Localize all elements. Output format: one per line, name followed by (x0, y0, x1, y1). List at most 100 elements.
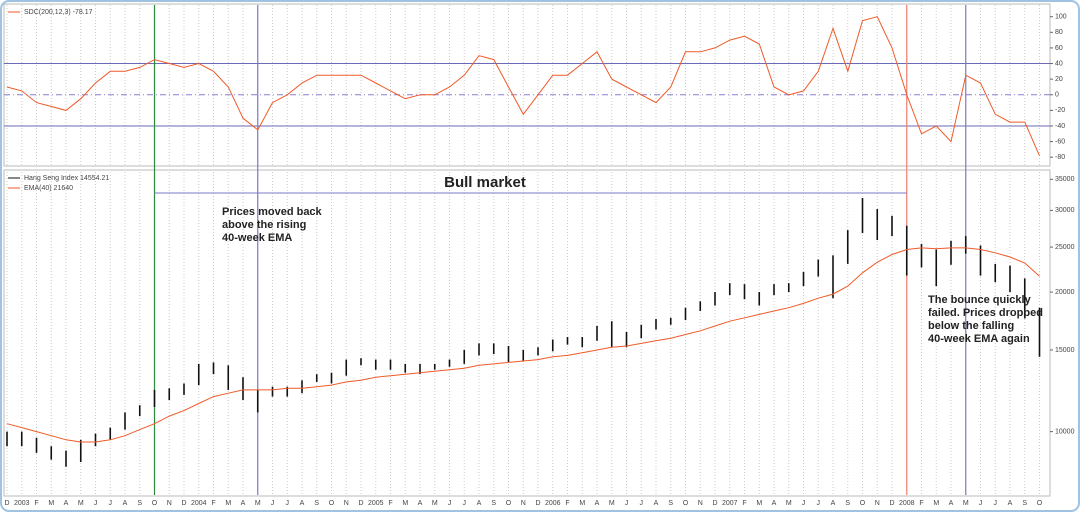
annotation: failed. Prices dropped (928, 307, 1043, 319)
x-tick-label: A (418, 500, 423, 507)
top-panel (3, 3, 1051, 167)
x-tick-label: A (241, 500, 246, 507)
x-tick-label: J (109, 500, 113, 507)
x-tick-label: 2004 (191, 500, 207, 507)
x-tick-label: S (668, 500, 673, 507)
x-tick-label: A (1008, 500, 1013, 507)
y-tick-label: -60 (1055, 138, 1065, 145)
y-tick-label: 10000 (1055, 428, 1075, 435)
annotation: below the falling (928, 320, 1014, 332)
ema-line (6, 247, 1040, 443)
x-tick-label: J (802, 500, 806, 507)
x-tick-label: J (286, 500, 290, 507)
x-tick-label: M (402, 500, 408, 507)
x-tick-label: O (860, 500, 866, 507)
x-tick-label: D (181, 500, 186, 507)
annotation: Prices moved back (222, 206, 323, 218)
x-tick-label: J (817, 500, 821, 507)
x-tick-label: S (314, 500, 319, 507)
x-tick-label: O (152, 500, 158, 507)
x-tick-label: J (448, 500, 452, 507)
legend-label: SDC(200,12,3) -78.17 (24, 9, 93, 16)
y-tick-label: 100 (1055, 14, 1067, 21)
x-tick-label: J (94, 500, 98, 507)
legend-label: Hang Seng Index 14554.21 (24, 175, 109, 182)
x-tick-label: 2005 (368, 500, 384, 507)
y-tick-label: 0 (1055, 92, 1059, 99)
x-tick-label: 2006 (545, 500, 561, 507)
y-tick-label: -80 (1055, 154, 1065, 161)
x-tick-label: M (432, 500, 438, 507)
x-tick-label: M (78, 500, 84, 507)
annotation: 40-week EMA again (928, 333, 1030, 345)
y-tick-label: 80 (1055, 29, 1063, 36)
y-tick-label: 20000 (1055, 289, 1075, 296)
annotation: 40-week EMA (222, 232, 292, 244)
x-tick-label: A (477, 500, 482, 507)
x-tick-label: A (123, 500, 128, 507)
x-tick-label: 2008 (899, 500, 915, 507)
x-tick-label: O (329, 500, 335, 507)
x-tick-label: M (48, 500, 54, 507)
x-tick-label: 2007 (722, 500, 738, 507)
bottom-panel (3, 169, 1051, 497)
x-tick-label: A (300, 500, 305, 507)
x-tick-label: J (271, 500, 275, 507)
x-tick-label: F (211, 500, 215, 507)
x-tick-label: F (34, 500, 38, 507)
x-tick-label: J (994, 500, 998, 507)
x-tick-label: O (506, 500, 512, 507)
x-tick-label: J (625, 500, 629, 507)
x-tick-label: A (595, 500, 600, 507)
x-tick-label: A (654, 500, 659, 507)
y-tick-label: -40 (1055, 123, 1065, 130)
legend-label: EMA(40) 21640 (24, 185, 73, 192)
x-tick-label: A (64, 500, 69, 507)
annotation: The bounce quickly (928, 294, 1032, 306)
x-tick-label: J (640, 500, 644, 507)
x-tick-label: D (358, 500, 363, 507)
y-tick-label: -20 (1055, 107, 1065, 114)
x-tick-label: S (491, 500, 496, 507)
x-tick-label: D (712, 500, 717, 507)
x-tick-label: A (949, 500, 954, 507)
x-tick-label: S (1022, 500, 1027, 507)
y-tick-label: 30000 (1055, 207, 1075, 214)
x-tick-label: N (167, 500, 172, 507)
x-tick-label: M (933, 500, 939, 507)
x-tick-label: J (463, 500, 467, 507)
x-tick-label: M (579, 500, 585, 507)
x-tick-label: D (4, 500, 9, 507)
x-tick-label: M (255, 500, 261, 507)
x-tick-label: F (742, 500, 746, 507)
x-tick-label: F (388, 500, 392, 507)
x-tick-label: N (875, 500, 880, 507)
x-tick-label: J (979, 500, 983, 507)
x-tick-label: M (756, 500, 762, 507)
y-tick-label: 60 (1055, 45, 1063, 52)
x-tick-label: F (565, 500, 569, 507)
x-tick-label: O (683, 500, 689, 507)
x-tick-label: F (919, 500, 923, 507)
x-tick-label: D (535, 500, 540, 507)
y-tick-label: 15000 (1055, 347, 1075, 354)
x-tick-label: M (609, 500, 615, 507)
x-tick-label: S (137, 500, 142, 507)
x-tick-label: M (225, 500, 231, 507)
y-tick-label: 40 (1055, 60, 1063, 67)
x-tick-label: A (831, 500, 836, 507)
x-tick-label: N (344, 500, 349, 507)
x-tick-label: S (845, 500, 850, 507)
x-tick-label: N (698, 500, 703, 507)
x-tick-label: M (963, 500, 969, 507)
annotation: Bull market (444, 174, 526, 191)
x-tick-label: N (521, 500, 526, 507)
x-tick-label: M (786, 500, 792, 507)
x-tick-label: D (889, 500, 894, 507)
x-tick-label: O (1037, 500, 1043, 507)
annotation: above the rising (222, 219, 306, 231)
x-tick-label: 2003 (14, 500, 30, 507)
